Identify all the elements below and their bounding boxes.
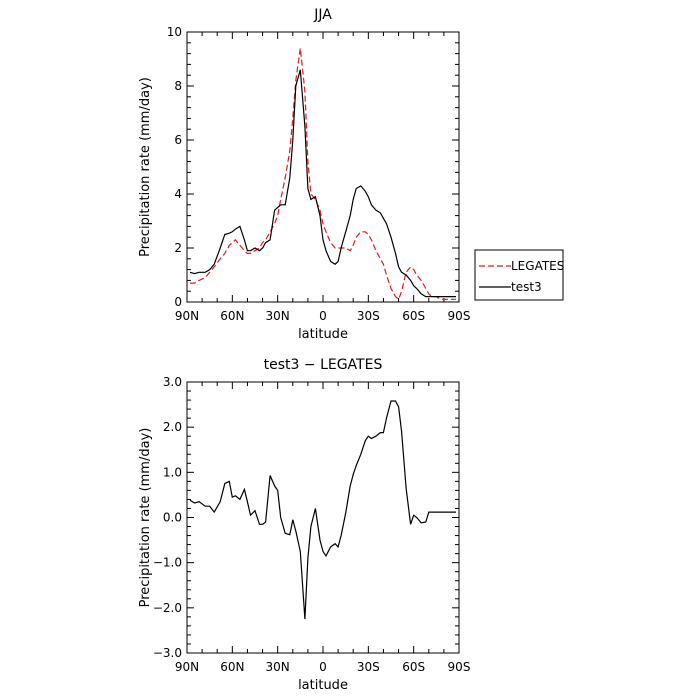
y-tick-label: 2 <box>174 241 182 255</box>
chart-panel-1: JJA 90N 60N 30N 0 30S 60S 90S 0 2 4 6 8 10 latitude Pre… <box>138 7 564 342</box>
x-tick-label: 30S <box>357 309 380 323</box>
plot-frame <box>186 381 460 654</box>
y-tick-label: −2.0 <box>153 601 182 615</box>
chart-panel-2: test3 − LEGATES 90N 60N 30N 0 30S 60S 90S −3.0 −2… <box>138 357 470 693</box>
y-tick-label: 1.0 <box>163 465 182 479</box>
x-tick-label: 0 <box>319 309 327 323</box>
plot-frame <box>186 31 460 303</box>
x-tick-label: 90S <box>448 660 471 674</box>
y-tick-label: −1.0 <box>153 556 182 570</box>
x-tick-label: 0 <box>319 660 327 674</box>
x-tick-label: 60N <box>220 660 244 674</box>
x-tick-label: 30N <box>266 309 290 323</box>
y-tick-label: −3.0 <box>153 646 182 660</box>
y-axis-label: Precipitation rate (mm/day) <box>138 77 153 257</box>
legend-box <box>474 249 564 301</box>
x-tick-label: 30N <box>266 660 290 674</box>
y-tick-label: 3.0 <box>163 375 182 389</box>
x-tick-label: 30S <box>357 660 380 674</box>
legend-label-test3: test3 <box>511 280 542 294</box>
y-axis-label: Precipitation rate (mm/day) <box>138 428 153 608</box>
series-line-test3 <box>189 69 456 298</box>
x-axis-label: latitude <box>298 327 348 342</box>
x-tick-label: 60N <box>220 309 244 323</box>
y-tick-label: 2.0 <box>163 420 182 434</box>
x-tick-label: 90S <box>448 309 471 323</box>
series-line-difference <box>189 400 456 620</box>
y-tick-label: 0.0 <box>163 511 182 525</box>
x-tick-label: 90N <box>175 660 199 674</box>
legend: LEGATES test3 <box>474 249 564 301</box>
plot-title: JJA <box>313 7 332 23</box>
y-tick-label: 6 <box>174 133 182 147</box>
y-tick-label: 0 <box>174 295 182 309</box>
y-tick-label: 10 <box>167 25 182 39</box>
legend-label-legates: LEGATES <box>511 259 564 273</box>
series-line-legates <box>190 48 456 301</box>
x-tick-label: 60S <box>402 660 425 674</box>
x-tick-label: 90N <box>175 309 199 323</box>
x-tick-label: 60S <box>402 309 425 323</box>
x-axis-label: latitude <box>298 678 348 693</box>
y-tick-label: 4 <box>174 187 182 201</box>
plot-title: test3 − LEGATES <box>264 357 383 373</box>
y-tick-label: 8 <box>174 79 182 93</box>
